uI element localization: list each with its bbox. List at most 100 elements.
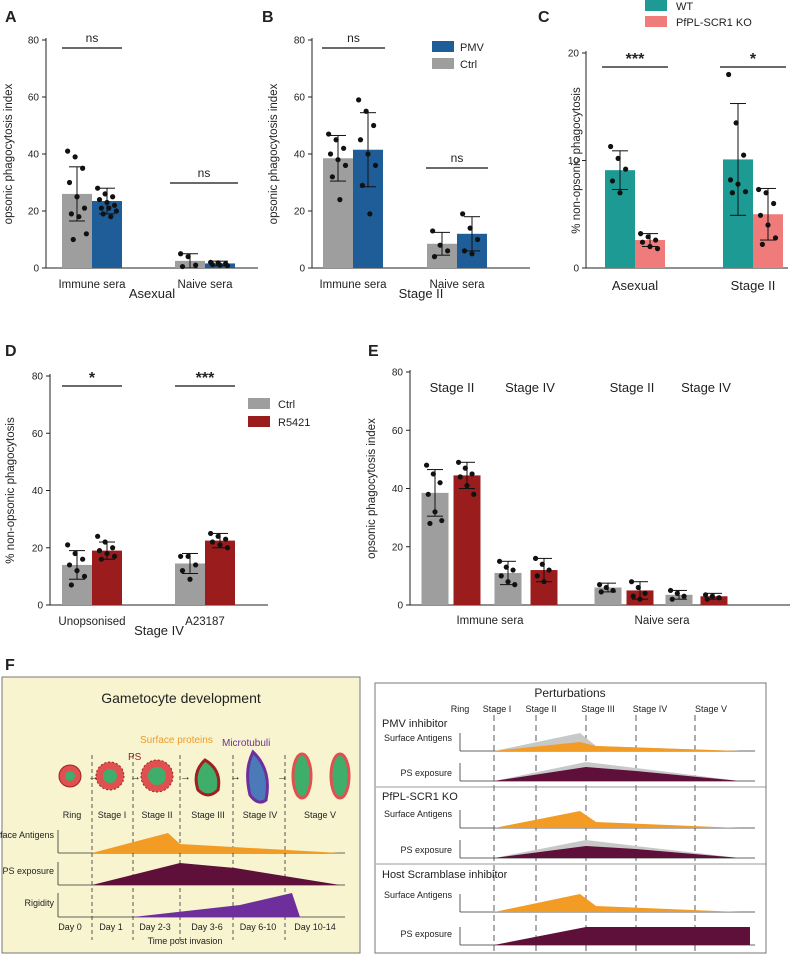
y-axis-label-D: % non-opsonic phagocytosis [5, 417, 17, 564]
data-point-D-2-0 [178, 553, 184, 559]
row-label-surface: Surface Antigens [0, 830, 54, 840]
group-label-E-0: Immune sera [456, 615, 524, 627]
legend-swatch-ko [645, 16, 667, 27]
surface-antigen-area [92, 833, 340, 853]
y-tick-label-C-1: 10 [568, 156, 580, 167]
y-tick-label-D-2: 40 [32, 486, 44, 497]
data-point-B-0-0 [326, 131, 332, 137]
panel-f-right: Perturbations Ring Stage I Stage II Stag… [374, 682, 767, 954]
data-point-E-2-3 [498, 573, 504, 579]
data-point-A-0-2 [80, 165, 86, 171]
rigidity-area [133, 893, 300, 917]
y-tick-label-D-3: 60 [32, 429, 44, 440]
data-point-E-0-5 [439, 517, 445, 524]
bar-E-7 [700, 596, 728, 605]
data-point-E-3-3 [534, 573, 540, 579]
data-point-C-3-0 [756, 186, 762, 193]
data-point-C-0-4 [617, 190, 623, 196]
stage-label-2: Stage II [141, 810, 172, 820]
panel-letter-f: F [5, 657, 15, 674]
section-host-scramblase: Host Scramblase inhibitor [382, 869, 508, 881]
data-point-D-1-5 [111, 553, 118, 559]
data-point-B-1-1 [363, 108, 369, 114]
sec1-ps-label: PS exposure [400, 768, 452, 778]
data-point-E-0-0 [423, 462, 430, 468]
section-scr1: PfPL-SCR1 KO [382, 791, 458, 803]
panel-letter-a: A [5, 9, 17, 26]
data-point-E-4-2 [610, 587, 616, 594]
right-stage-5: Stage V [695, 704, 727, 714]
data-point-C-2-5 [742, 189, 749, 195]
data-point-B-2-1 [437, 242, 443, 248]
data-point-E-4-3 [598, 589, 604, 595]
data-point-B-2-2 [445, 248, 451, 254]
data-point-B-1-0 [356, 97, 362, 103]
data-point-D-3-1 [215, 533, 221, 539]
y-axis-label-E: opsonic phagocytosis index [366, 418, 378, 559]
legend-label-ctrl-d: Ctrl [278, 399, 295, 411]
x-axis-label-A: Asexual [129, 286, 175, 301]
data-point-E-2-4 [505, 579, 511, 585]
sig-label-C-0: *** [626, 51, 645, 68]
data-point-C-2-4 [735, 181, 741, 187]
data-point-D-3-0 [208, 530, 214, 537]
data-point-D-0-3 [66, 562, 73, 568]
stage-label-5: Stage V [304, 810, 336, 820]
data-point-C-3-3 [757, 212, 764, 218]
data-point-E-4-0 [596, 582, 603, 588]
data-point-E-7-2 [716, 595, 722, 601]
data-point-A-1-2 [110, 194, 116, 200]
data-point-A-1-5 [111, 202, 118, 208]
stage-label-ring: Ring [63, 810, 82, 820]
data-point-A-0-5 [81, 205, 88, 211]
y-tick-label-E-0: 0 [397, 601, 403, 612]
panel-letter-e: E [368, 343, 379, 360]
y-tick-label-B-3: 60 [294, 93, 306, 104]
category-label-C-0: Asexual [612, 278, 658, 293]
arrow-1: → [88, 771, 99, 783]
data-point-A-0-9 [70, 236, 76, 243]
data-point-D-0-6 [68, 582, 74, 588]
data-point-A-2-2 [193, 262, 199, 268]
data-point-E-5-3 [630, 593, 636, 599]
legend-label-r5421: R5421 [278, 417, 310, 429]
data-point-B-1-7 [367, 211, 373, 217]
chart-e: 0 20 40 60 80 opsonic phagocytosis index Immun… [366, 368, 790, 627]
data-point-A-0-8 [83, 231, 89, 237]
data-point-A-0-7 [76, 214, 82, 220]
y-tick-label-A-1: 20 [28, 207, 40, 218]
legend-label-ctrl-b: Ctrl [460, 59, 477, 71]
data-point-A-0-4 [74, 194, 80, 200]
panel-letter-b: B [262, 9, 274, 26]
y-tick-label-E-2: 40 [392, 484, 404, 495]
data-point-B-0-4 [335, 157, 341, 163]
data-point-D-1-0 [95, 533, 101, 539]
data-point-B-1-4 [365, 151, 371, 157]
data-point-E-2-0 [496, 558, 503, 564]
data-point-E-5-0 [628, 579, 635, 585]
data-point-A-0-0 [65, 148, 71, 154]
data-point-C-1-1 [645, 234, 651, 240]
legend-swatch-wt [645, 0, 667, 11]
data-point-A-1-8 [113, 208, 119, 214]
y-tick-label-B-1: 20 [294, 207, 306, 218]
data-point-E-3-2 [546, 567, 552, 573]
arrow-2: → [130, 771, 141, 783]
legend-label-pmv: PMV [460, 42, 485, 54]
data-point-C-2-2 [741, 152, 747, 158]
data-point-E-6-3 [669, 596, 675, 602]
data-point-C-0-3 [609, 178, 616, 184]
sig-label-C-1: * [750, 51, 757, 68]
sec3-ps-label: PS exposure [400, 929, 452, 939]
y-axis-label-A: opsonic phagocytosis index [3, 83, 15, 224]
data-point-B-0-7 [337, 197, 343, 203]
chart-b: 0 20 40 60 80 opsonic phagocytosis index Immun… [268, 31, 530, 301]
sig-label-D-1: *** [196, 370, 215, 387]
category-label-B-0: Immune sera [319, 279, 387, 291]
y-tick-label-B-2: 40 [294, 150, 306, 161]
y-tick-label-E-1: 20 [392, 542, 404, 553]
sig-label-A-0: ns [86, 31, 99, 45]
category-label-D-1: A23187 [185, 616, 225, 628]
